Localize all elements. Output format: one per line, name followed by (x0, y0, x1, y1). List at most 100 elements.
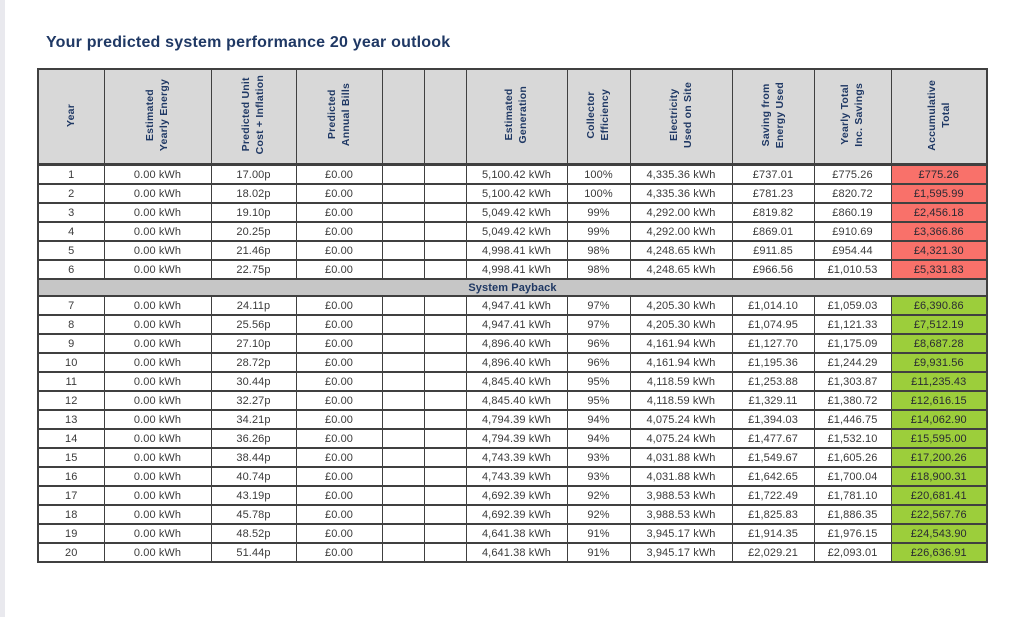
cell-electricity-used-on-site: 4,161.94 kWh (629, 352, 733, 373)
cell-collector-efficiency: 92% (566, 504, 631, 525)
cell-estimated-generation: 5,049.42 kWh (465, 202, 568, 223)
cell-saving-from-energy-used: £1,329.11 (731, 390, 815, 411)
cell-accumulative-total: £3,366.86 (890, 221, 988, 242)
cell-predicted-annual-bills: £0.00 (295, 542, 383, 563)
cell-predicted-unit-cost-inflation: 30.44p (210, 371, 297, 392)
cell-spacer-2 (423, 314, 467, 335)
table-row: 10 0.00 kWh 28.72p £0.00 4,896.40 kWh 96% 4,16… (37, 352, 988, 373)
table-row: 8 0.00 kWh 25.56p £0.00 4,947.41 kWh 97% 4,205… (37, 314, 988, 335)
cell-predicted-annual-bills: £0.00 (295, 202, 383, 223)
table-header: Year Estimated Yearly Energy Predicted Uni… (37, 68, 988, 166)
cell-electricity-used-on-site: 3,945.17 kWh (629, 523, 733, 544)
cell-predicted-unit-cost-inflation: 25.56p (210, 314, 297, 335)
cell-estimated-yearly-energy: 0.00 kWh (103, 390, 212, 411)
cell-predicted-annual-bills: £0.00 (295, 295, 383, 316)
cell-yearly-total-inc-savings: £1,605.26 (813, 447, 892, 468)
cell-saving-from-energy-used: £1,195.36 (731, 352, 815, 373)
cell-yearly-total-inc-savings: £1,244.29 (813, 352, 892, 373)
cell-year: 6 (37, 259, 105, 280)
cell-predicted-unit-cost-inflation: 38.44p (210, 447, 297, 468)
cell-saving-from-energy-used: £2,029.21 (731, 542, 815, 563)
cell-estimated-yearly-energy: 0.00 kWh (103, 542, 212, 563)
cell-estimated-yearly-energy: 0.00 kWh (103, 352, 212, 373)
cell-predicted-unit-cost-inflation: 22.75p (210, 259, 297, 280)
cell-predicted-unit-cost-inflation: 36.26p (210, 428, 297, 449)
cell-predicted-annual-bills: £0.00 (295, 333, 383, 354)
cell-spacer-2 (423, 221, 467, 242)
table-row: 15 0.00 kWh 38.44p £0.00 4,743.39 kWh 93% 4,03… (37, 447, 988, 468)
cell-predicted-annual-bills: £0.00 (295, 163, 383, 185)
cell-accumulative-total: £22,567.76 (890, 504, 988, 525)
table-row: 18 0.00 kWh 45.78p £0.00 4,692.39 kWh 92% 3,98… (37, 504, 988, 525)
cell-year: 7 (37, 295, 105, 316)
cell-spacer-1 (381, 371, 425, 392)
cell-estimated-generation: 4,845.40 kWh (465, 371, 568, 392)
column-header-year: Year (37, 68, 105, 166)
cell-predicted-unit-cost-inflation: 43.19p (210, 485, 297, 506)
cell-predicted-annual-bills: £0.00 (295, 447, 383, 468)
cell-predicted-unit-cost-inflation: 45.78p (210, 504, 297, 525)
column-header-predicted-unit-cost-inflation: Predicted Unit Cost + Inflation (210, 68, 297, 166)
cell-estimated-generation: 5,100.42 kWh (465, 163, 568, 185)
cell-saving-from-energy-used: £966.56 (731, 259, 815, 280)
cell-predicted-unit-cost-inflation: 51.44p (210, 542, 297, 563)
cell-predicted-annual-bills: £0.00 (295, 523, 383, 544)
cell-collector-efficiency: 93% (566, 447, 631, 468)
column-header-label: Collector Efficiency (585, 89, 612, 141)
performance-table: Year Estimated Yearly Energy Predicted Uni… (37, 68, 988, 563)
table-row: 13 0.00 kWh 34.21p £0.00 4,794.39 kWh 94% 4,07… (37, 409, 988, 430)
table-row: 6 0.00 kWh 22.75p £0.00 4,998.41 kWh 98% 4,248… (37, 259, 988, 280)
cell-saving-from-energy-used: £781.23 (731, 183, 815, 204)
cell-saving-from-energy-used: £1,394.03 (731, 409, 815, 430)
cell-estimated-generation: 5,049.42 kWh (465, 221, 568, 242)
cell-accumulative-total: £775.26 (890, 163, 988, 185)
cell-accumulative-total: £5,331.83 (890, 259, 988, 280)
cell-year: 13 (37, 409, 105, 430)
cell-predicted-annual-bills: £0.00 (295, 466, 383, 487)
cell-electricity-used-on-site: 4,031.88 kWh (629, 466, 733, 487)
cell-accumulative-total: £20,681.41 (890, 485, 988, 506)
cell-collector-efficiency: 94% (566, 409, 631, 430)
cell-year: 16 (37, 466, 105, 487)
cell-estimated-yearly-energy: 0.00 kWh (103, 163, 212, 185)
cell-spacer-1 (381, 333, 425, 354)
cell-saving-from-energy-used: £869.01 (731, 221, 815, 242)
column-header-label: Estimated Generation (503, 86, 530, 144)
cell-spacer-1 (381, 183, 425, 204)
cell-predicted-annual-bills: £0.00 (295, 183, 383, 204)
cell-accumulative-total: £14,062.90 (890, 409, 988, 430)
cell-electricity-used-on-site: 4,075.24 kWh (629, 428, 733, 449)
cell-electricity-used-on-site: 4,205.30 kWh (629, 295, 733, 316)
cell-estimated-generation: 4,896.40 kWh (465, 333, 568, 354)
cell-collector-efficiency: 93% (566, 466, 631, 487)
column-header-collector-efficiency: Collector Efficiency (566, 68, 631, 166)
table-row: 12 0.00 kWh 32.27p £0.00 4,845.40 kWh 95% 4,11… (37, 390, 988, 411)
cell-estimated-generation: 5,100.42 kWh (465, 183, 568, 204)
cell-collector-efficiency: 99% (566, 221, 631, 242)
table-row: 19 0.00 kWh 48.52p £0.00 4,641.38 kWh 91% 3,94… (37, 523, 988, 544)
cell-accumulative-total: £6,390.86 (890, 295, 988, 316)
cell-estimated-generation: 4,641.38 kWh (465, 542, 568, 563)
cell-year: 11 (37, 371, 105, 392)
cell-estimated-generation: 4,743.39 kWh (465, 466, 568, 487)
cell-estimated-yearly-energy: 0.00 kWh (103, 259, 212, 280)
cell-spacer-2 (423, 466, 467, 487)
cell-predicted-annual-bills: £0.00 (295, 259, 383, 280)
cell-spacer-2 (423, 371, 467, 392)
cell-spacer-2 (423, 183, 467, 204)
cell-predicted-annual-bills: £0.00 (295, 485, 383, 506)
cell-year: 5 (37, 240, 105, 261)
cell-saving-from-energy-used: £1,477.67 (731, 428, 815, 449)
cell-electricity-used-on-site: 4,118.59 kWh (629, 371, 733, 392)
cell-saving-from-energy-used: £1,127.70 (731, 333, 815, 354)
cell-predicted-annual-bills: £0.00 (295, 314, 383, 335)
cell-spacer-2 (423, 523, 467, 544)
cell-predicted-unit-cost-inflation: 34.21p (210, 409, 297, 430)
cell-year: 4 (37, 221, 105, 242)
column-header-label: Yearly Total Inc. Savings (839, 83, 866, 147)
cell-spacer-1 (381, 466, 425, 487)
cell-year: 8 (37, 314, 105, 335)
cell-yearly-total-inc-savings: £910.69 (813, 221, 892, 242)
cell-saving-from-energy-used: £1,722.49 (731, 485, 815, 506)
cell-estimated-yearly-energy: 0.00 kWh (103, 221, 212, 242)
